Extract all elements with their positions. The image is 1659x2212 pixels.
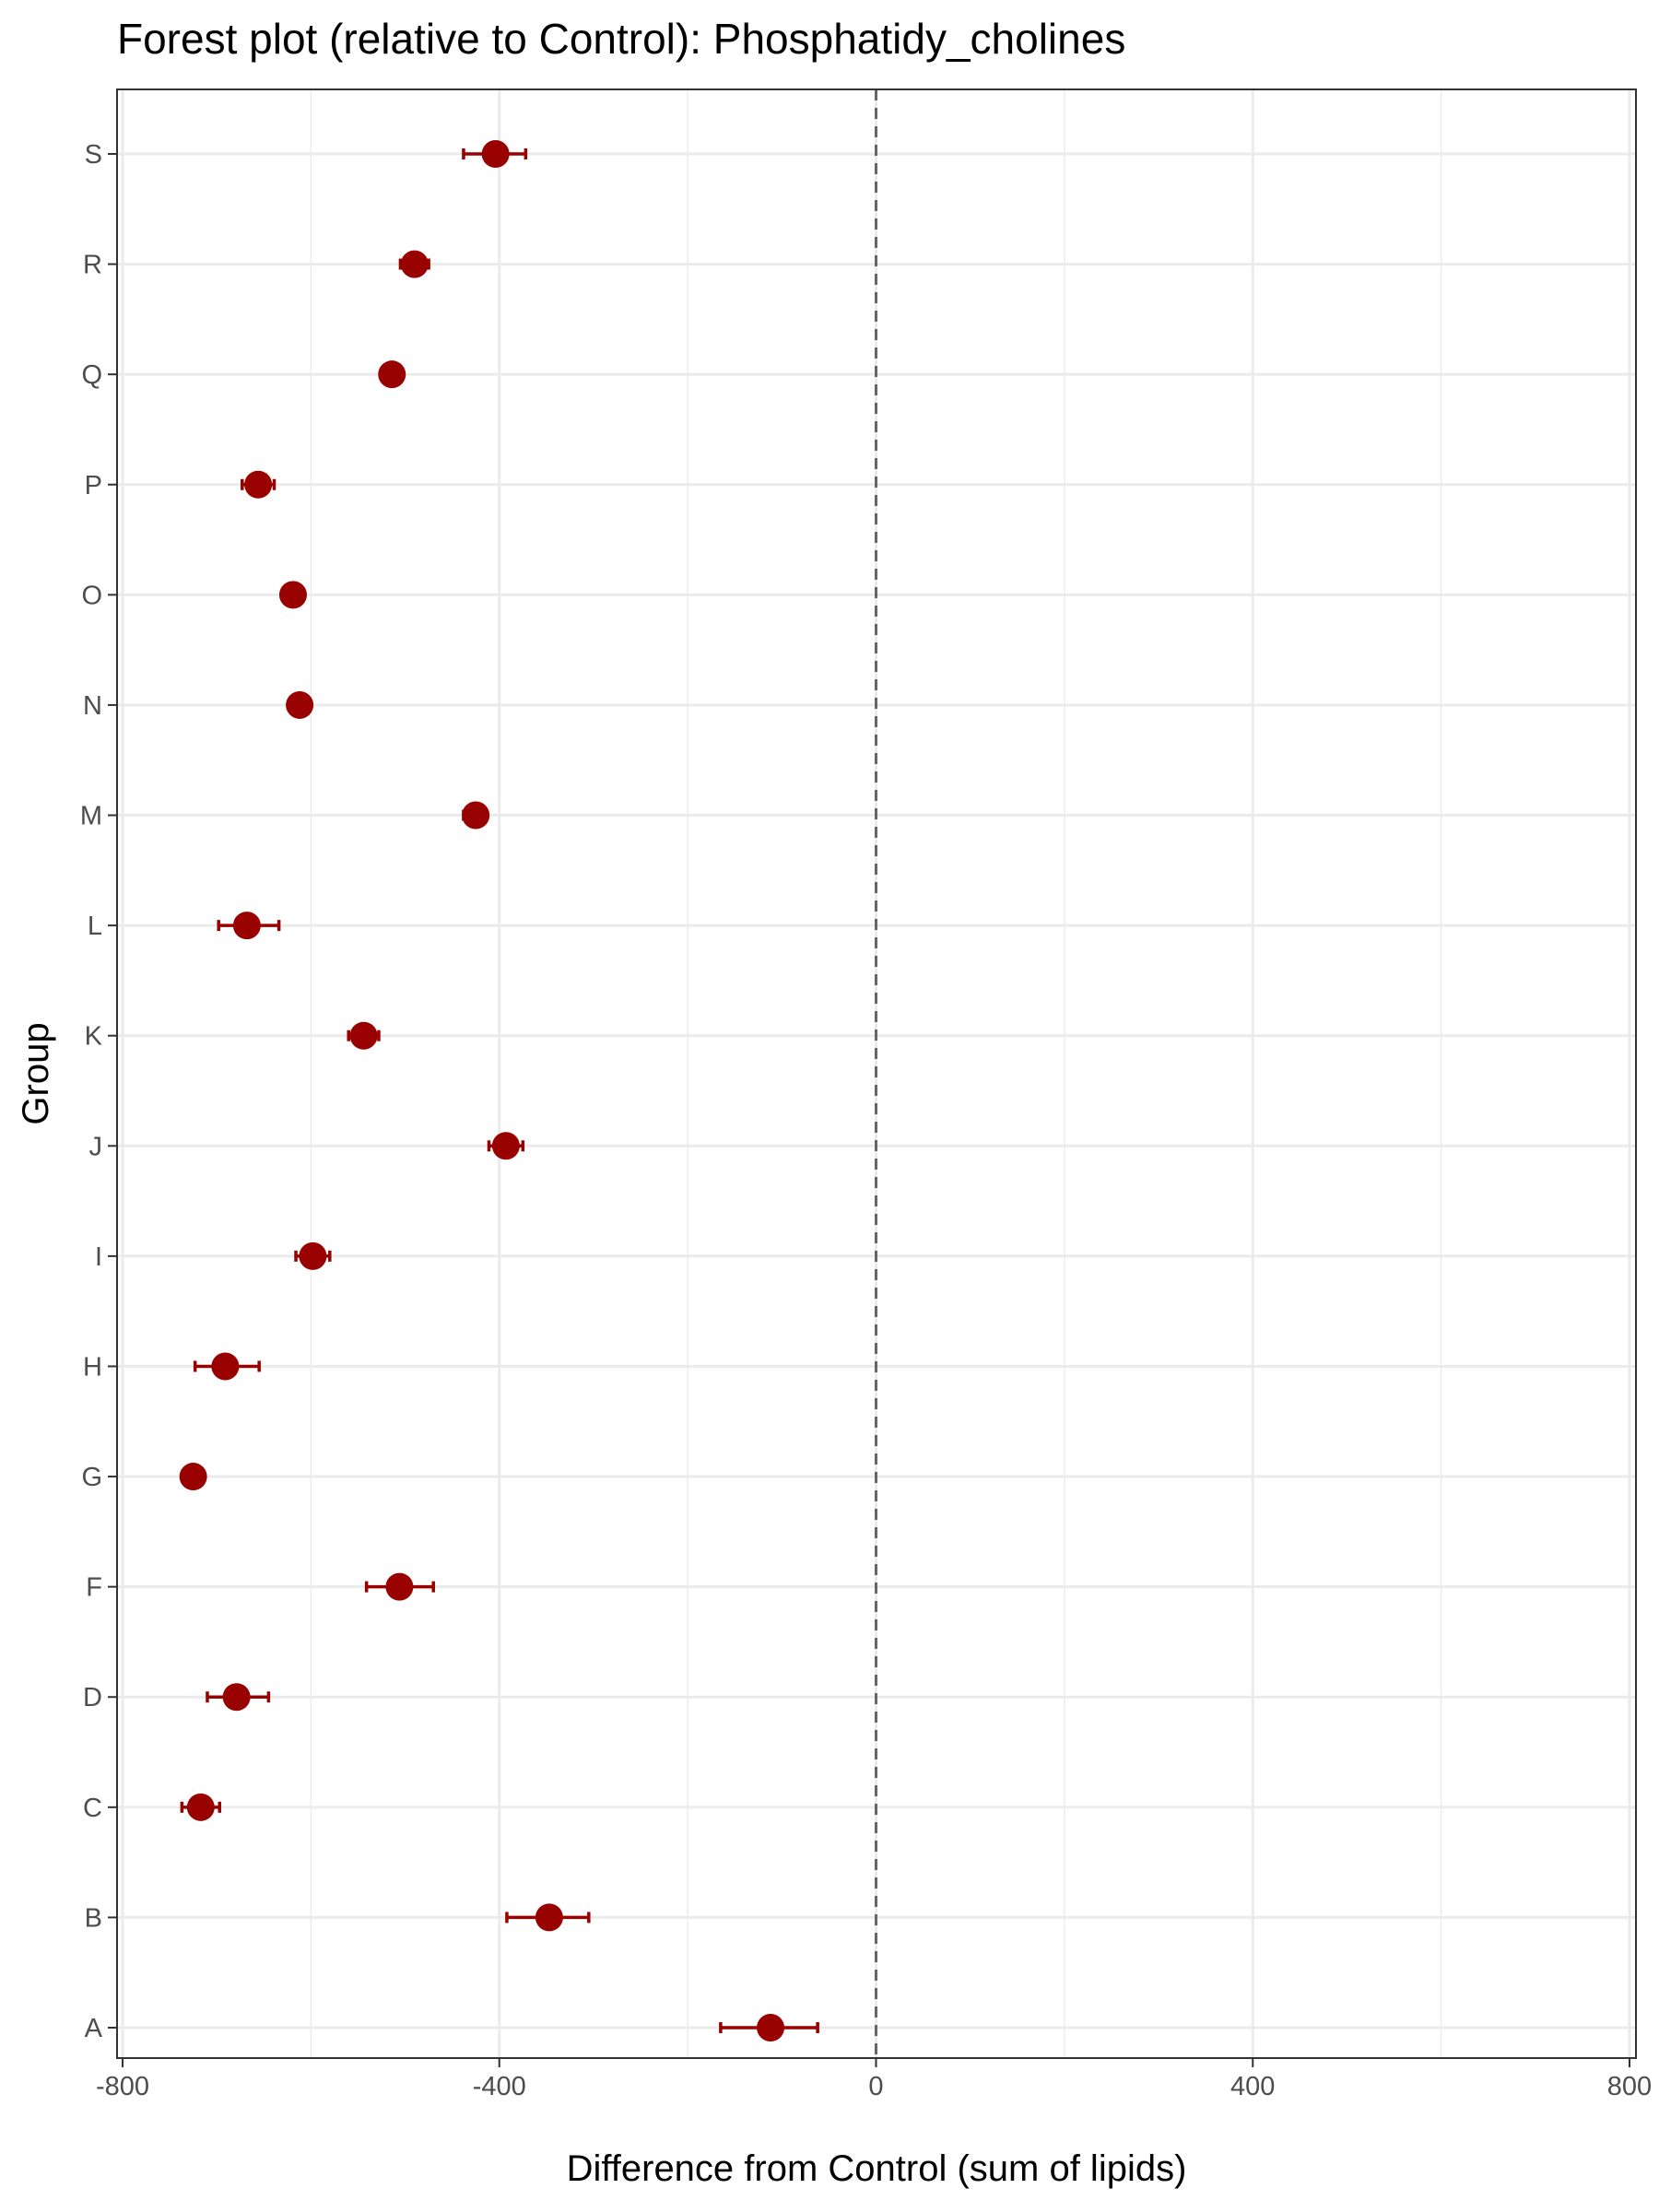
point-estimate [186, 1793, 215, 1821]
group-mark-h [193, 1352, 261, 1381]
point-estimate [491, 1132, 520, 1160]
x-tick-label: -400 [473, 2072, 526, 2101]
data-marks [179, 140, 819, 2041]
y-tick-label: F [86, 1573, 102, 1603]
chart-title: Forest plot (relative to Control): Phosp… [117, 15, 1125, 63]
y-tick-label: D [83, 1683, 102, 1712]
group-mark-s [462, 140, 528, 168]
y-tick-label: G [81, 1463, 102, 1492]
y-axis: A B C D F G H I J K L M N O P Q R S [80, 140, 117, 2043]
point-estimate [535, 1903, 563, 1932]
point-estimate [278, 581, 307, 609]
y-tick-label: P [85, 471, 102, 500]
point-estimate [179, 1463, 207, 1491]
y-tick-label: O [81, 581, 102, 610]
group-mark-g [179, 1463, 207, 1491]
group-mark-p [241, 470, 276, 499]
x-tick-label: -800 [96, 2072, 149, 2101]
group-mark-k [347, 1021, 381, 1050]
x-tick-label: 0 [868, 2072, 883, 2101]
group-mark-m [462, 801, 490, 830]
y-tick-label: Q [81, 360, 102, 390]
y-tick-label: J [89, 1132, 103, 1161]
group-mark-l [217, 912, 281, 940]
point-estimate [211, 1352, 240, 1381]
x-tick-label: 400 [1230, 2072, 1275, 2101]
point-estimate [299, 1241, 327, 1270]
group-mark-b [505, 1903, 591, 1932]
group-mark-o [278, 581, 307, 609]
point-estimate [757, 2014, 785, 2041]
y-tick-label: N [83, 691, 102, 721]
point-estimate [222, 1683, 251, 1712]
group-mark-a [719, 2014, 819, 2041]
point-estimate [378, 360, 406, 389]
group-mark-j [487, 1132, 525, 1160]
y-axis-title: Group [16, 1022, 56, 1124]
point-estimate [244, 470, 273, 499]
y-tick-label: L [88, 912, 102, 941]
y-tick-label: S [85, 140, 102, 170]
group-mark-q [378, 360, 406, 389]
group-mark-n [286, 690, 314, 719]
x-axis-title: Difference from Control (sum of lipids) [567, 2148, 1187, 2189]
group-mark-c [180, 1793, 222, 1821]
point-estimate [400, 250, 429, 278]
y-tick-label: R [83, 251, 102, 280]
y-tick-label: M [80, 802, 102, 831]
point-estimate [462, 801, 490, 830]
y-tick-label: C [83, 1794, 102, 1823]
y-tick-label: H [83, 1352, 102, 1382]
point-estimate [232, 912, 261, 940]
y-tick-label: I [95, 1242, 102, 1272]
y-tick-label: B [85, 1903, 102, 1933]
point-estimate [481, 140, 510, 168]
x-tick-label: 800 [1607, 2072, 1652, 2101]
x-axis: -800 -400 0 400 800 [96, 2058, 1652, 2101]
group-mark-d [206, 1683, 271, 1712]
group-mark-i [294, 1241, 332, 1270]
plot-panel [116, 88, 1637, 2059]
point-estimate [286, 690, 314, 719]
point-estimate [349, 1021, 378, 1050]
group-mark-f [364, 1572, 435, 1601]
group-mark-r [398, 250, 430, 278]
y-tick-label: K [85, 1022, 103, 1052]
y-tick-label: A [85, 2014, 103, 2043]
point-estimate [385, 1572, 414, 1601]
